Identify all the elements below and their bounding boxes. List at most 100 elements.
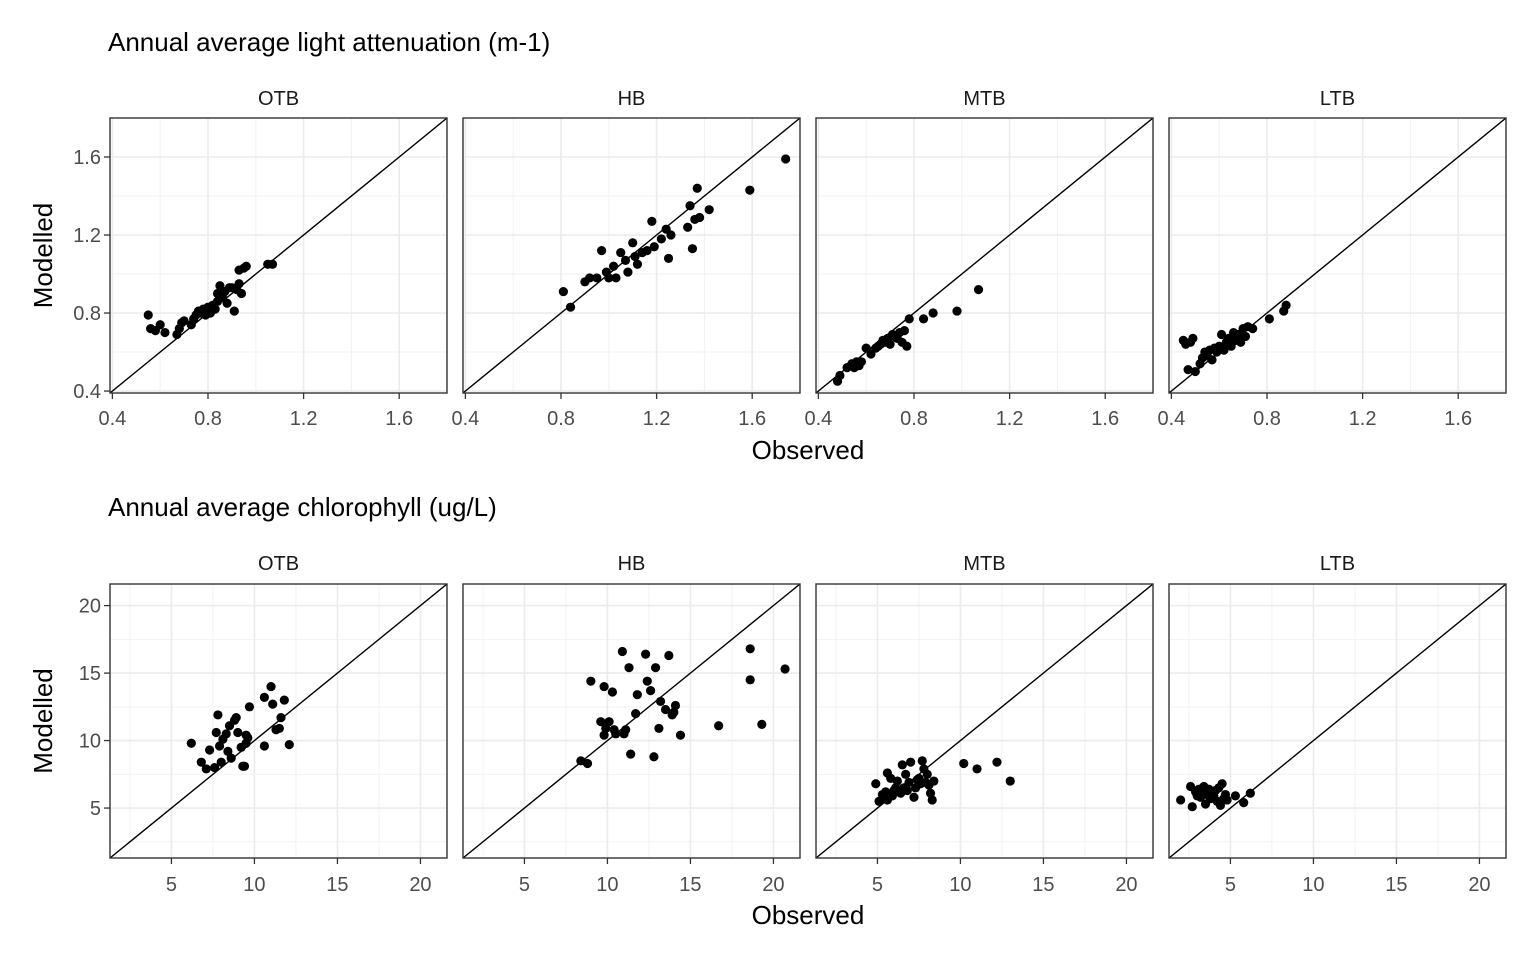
data-point (244, 702, 255, 712)
data-point (205, 745, 215, 755)
plot-area (816, 118, 1153, 393)
x-tick-label: 20 (1468, 874, 1490, 896)
panel-label: LTB (1320, 553, 1355, 575)
data-point (687, 244, 698, 254)
x-tick-label: 0.4 (804, 408, 832, 430)
data-point (745, 644, 755, 654)
data-point (650, 663, 661, 673)
data-point (617, 646, 627, 657)
data-point (604, 273, 614, 283)
data-point (929, 776, 939, 786)
x-tick-label: 15 (326, 874, 348, 896)
x-tick-label: 10 (1302, 874, 1324, 896)
data-point (992, 757, 1002, 767)
y-tick-label: 0.8 (73, 303, 101, 325)
data-point (856, 357, 867, 367)
data-point (745, 675, 755, 685)
panel-border (109, 117, 448, 394)
data-point (259, 741, 269, 751)
data-point (835, 370, 845, 381)
data-point (780, 664, 790, 674)
data-point (236, 288, 247, 299)
data-point (1219, 345, 1229, 355)
panel-label: MTB (963, 88, 1005, 110)
panel-label: OTB (258, 88, 299, 110)
data-point (596, 717, 606, 727)
data-point (623, 267, 633, 277)
x-tick-label: 1.6 (1444, 408, 1472, 430)
panel-label: OTB (258, 553, 299, 575)
data-point (654, 723, 664, 734)
one-to-one-line (110, 118, 447, 393)
data-point (660, 704, 671, 715)
plot-area (1169, 584, 1506, 858)
data-point (663, 253, 674, 264)
data-point (243, 733, 253, 743)
data-point (234, 279, 244, 289)
panel-border (1168, 117, 1507, 394)
plot-area (110, 118, 447, 393)
y-tick-label: 0.4 (73, 381, 101, 403)
one-to-one-line (816, 584, 1153, 858)
data-point (695, 212, 705, 223)
data-point (624, 663, 634, 673)
panel-otb: OTB 0.4 0.8 1.2 1.6 0.4 0.8 1.2 1.6 (73, 88, 448, 430)
data-point (655, 696, 666, 707)
data-point (1183, 364, 1193, 375)
data-point (586, 676, 596, 686)
plot-area (110, 584, 447, 858)
data-point (675, 730, 686, 740)
data-point (714, 721, 724, 731)
data-point (216, 757, 226, 767)
data-point (1240, 331, 1251, 342)
data-point (1248, 324, 1258, 334)
x-tick-label: 0.8 (194, 408, 222, 430)
chart-row-1: Annual average light attenuation (m-1) Mo… (28, 27, 1507, 465)
data-point (1005, 776, 1015, 786)
chart-rows: Annual average light attenuation (m-1) Mo… (28, 27, 1507, 930)
x-tick-label: 5 (1225, 874, 1236, 896)
data-point (210, 304, 220, 314)
data-point (222, 298, 232, 308)
data-point (647, 216, 657, 226)
x-tick-label: 1.6 (1091, 408, 1119, 430)
data-point (213, 710, 223, 720)
data-point (259, 692, 269, 702)
data-point (685, 201, 695, 211)
panel-border (1168, 583, 1507, 859)
data-point (928, 308, 938, 318)
data-point (952, 306, 962, 316)
x-tick-label: 5 (166, 874, 177, 896)
data-point (1264, 314, 1274, 324)
data-point (239, 761, 250, 771)
x-axis-label: Observed (752, 435, 865, 465)
data-point (973, 285, 984, 295)
data-point (582, 758, 593, 769)
data-point (611, 729, 621, 739)
data-point (221, 729, 231, 739)
chart-title: Annual average chlorophyll (ug/L) (108, 492, 497, 522)
data-point (585, 273, 595, 283)
data-point (607, 687, 618, 697)
x-tick-label: 15 (1032, 874, 1054, 896)
x-tick-label: 10 (596, 874, 618, 896)
data-point (899, 325, 910, 336)
panel-hb: HB 5 10 15 20 (462, 553, 801, 896)
data-point (1245, 788, 1255, 798)
data-point (683, 222, 693, 232)
data-point (229, 306, 239, 316)
data-point (641, 649, 651, 659)
data-point (664, 650, 674, 661)
x-tick-label: 10 (949, 874, 971, 896)
x-tick-label: 0.8 (900, 408, 928, 430)
data-point (626, 749, 636, 759)
data-point (1176, 795, 1186, 805)
panel-label: LTB (1320, 88, 1355, 110)
x-tick-label: 1.2 (290, 408, 318, 430)
data-point (906, 757, 916, 767)
data-point (1222, 795, 1232, 805)
y-tick-label: 10 (79, 731, 101, 753)
data-point (1217, 779, 1227, 789)
panel-border (109, 583, 448, 859)
